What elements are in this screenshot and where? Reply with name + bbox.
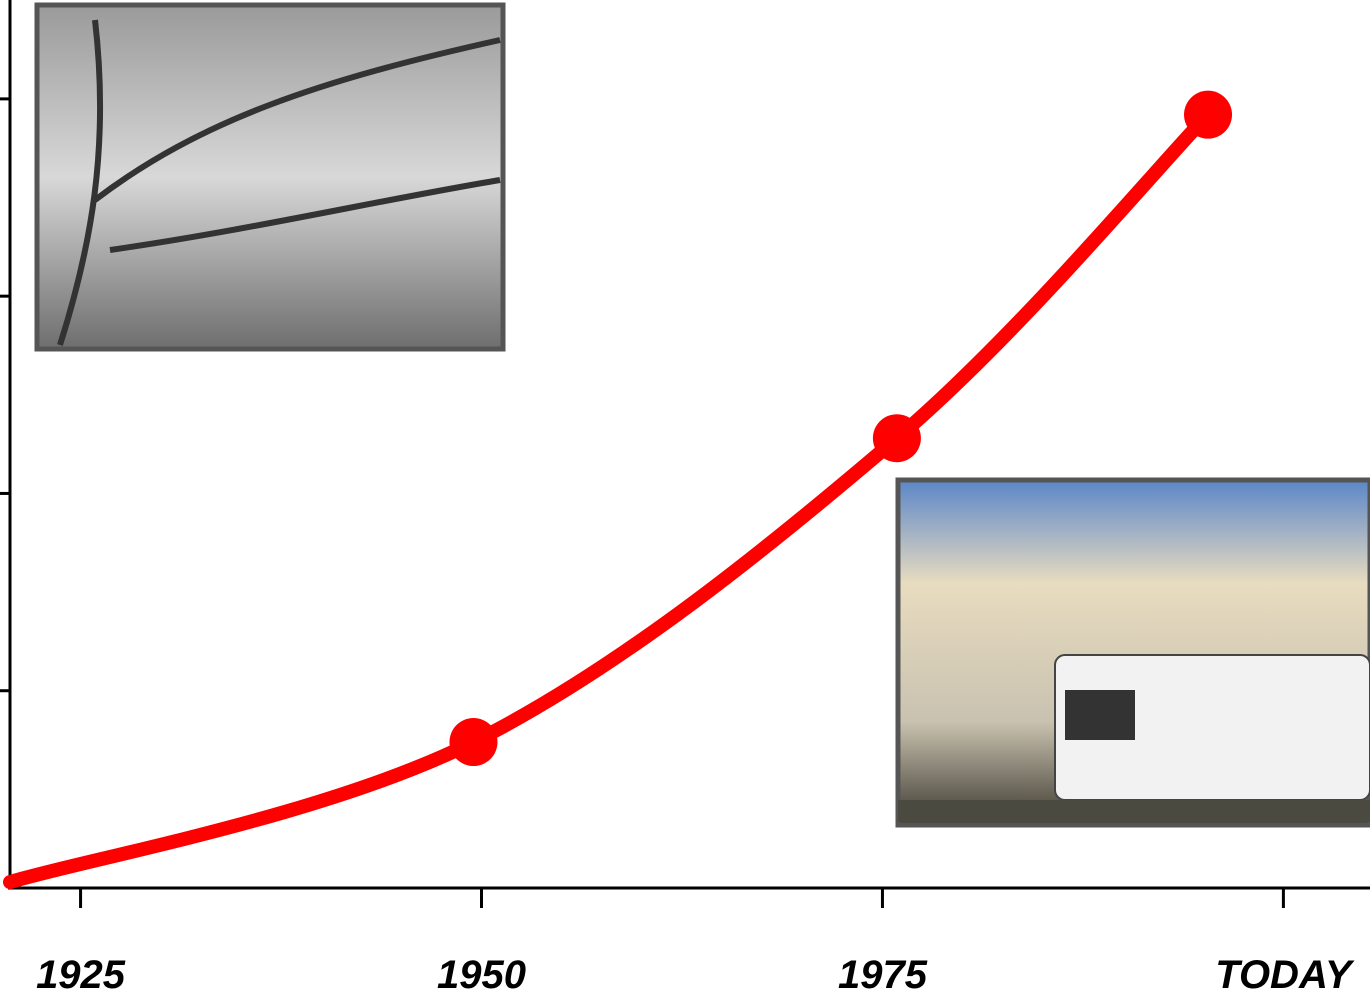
photo-orchard	[34, 2, 506, 352]
x-tick-label: 1975	[838, 953, 928, 997]
growth-line	[3, 107, 1216, 890]
point-marker	[872, 414, 921, 463]
photo-light-rail	[895, 477, 1370, 828]
point-marker	[449, 718, 498, 767]
axes	[8, 0, 1370, 890]
x-tick-label: TODAY	[1215, 953, 1355, 997]
x-tick-label: 1950	[437, 953, 526, 997]
point-marker	[1184, 90, 1233, 139]
x-tick-label: 1925	[36, 953, 126, 997]
